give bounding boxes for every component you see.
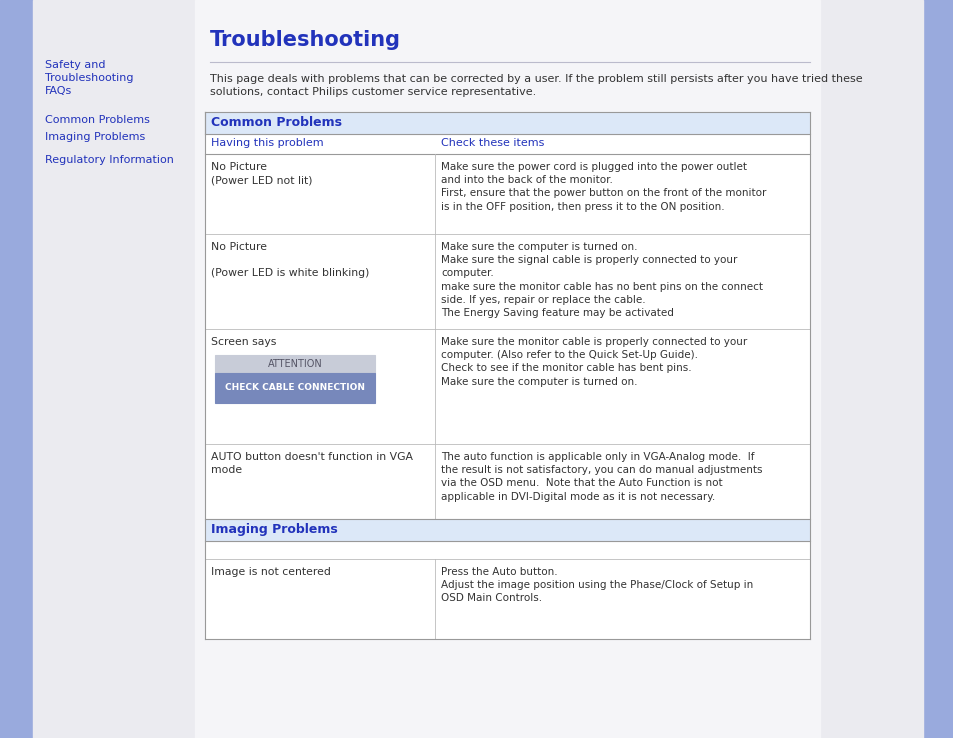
Text: Imaging Problems: Imaging Problems	[45, 132, 145, 142]
Bar	[214, 355, 375, 373]
Bar	[205, 112, 809, 134]
Text: ATTENTION: ATTENTION	[268, 359, 322, 369]
Text: CHECK CABLE CONNECTION: CHECK CABLE CONNECTION	[225, 384, 365, 393]
Bar	[820, 0, 923, 738]
Bar	[0, 0, 33, 738]
Text: This page deals with problems that can be corrected by a user. If the problem st: This page deals with problems that can b…	[210, 74, 862, 97]
Text: Press the Auto button.
Adjust the image position using the Phase/Clock of Setup : Press the Auto button. Adjust the image …	[440, 567, 753, 604]
Bar	[205, 559, 809, 639]
Text: Image is not centered: Image is not centered	[211, 567, 331, 577]
Text: Make sure the monitor cable is properly connected to your
computer. (Also refer : Make sure the monitor cable is properly …	[440, 337, 746, 387]
Bar	[205, 154, 809, 234]
Bar	[205, 519, 809, 541]
Text: Having this problem: Having this problem	[211, 138, 323, 148]
Text: Screen says: Screen says	[211, 337, 276, 347]
Text: Make sure the computer is turned on.
Make sure the signal cable is properly conn: Make sure the computer is turned on. Mak…	[440, 242, 762, 318]
Bar	[214, 373, 375, 403]
Text: Troubleshooting: Troubleshooting	[210, 30, 400, 50]
Bar	[205, 541, 809, 559]
Bar	[923, 0, 953, 738]
Bar	[205, 234, 809, 329]
Bar	[194, 0, 820, 738]
Text: Make sure the power cord is plugged into the power outlet
and into the back of t: Make sure the power cord is plugged into…	[440, 162, 765, 212]
Text: Common Problems: Common Problems	[45, 115, 150, 125]
Text: Check these items: Check these items	[440, 138, 544, 148]
Text: No Picture

(Power LED is white blinking): No Picture (Power LED is white blinking)	[211, 242, 369, 278]
Bar	[205, 134, 809, 154]
Text: The auto function is applicable only in VGA-Analog mode.  If
the result is not s: The auto function is applicable only in …	[440, 452, 761, 502]
Bar	[205, 444, 809, 519]
Bar	[33, 0, 194, 738]
Text: AUTO button doesn't function in VGA
mode: AUTO button doesn't function in VGA mode	[211, 452, 413, 475]
Text: Common Problems: Common Problems	[211, 116, 341, 129]
Bar	[205, 329, 809, 444]
Text: Imaging Problems: Imaging Problems	[211, 523, 337, 536]
Text: Safety and
Troubleshooting
FAQs: Safety and Troubleshooting FAQs	[45, 60, 133, 97]
Text: No Picture
(Power LED not lit): No Picture (Power LED not lit)	[211, 162, 313, 185]
Text: Regulatory Information: Regulatory Information	[45, 155, 173, 165]
